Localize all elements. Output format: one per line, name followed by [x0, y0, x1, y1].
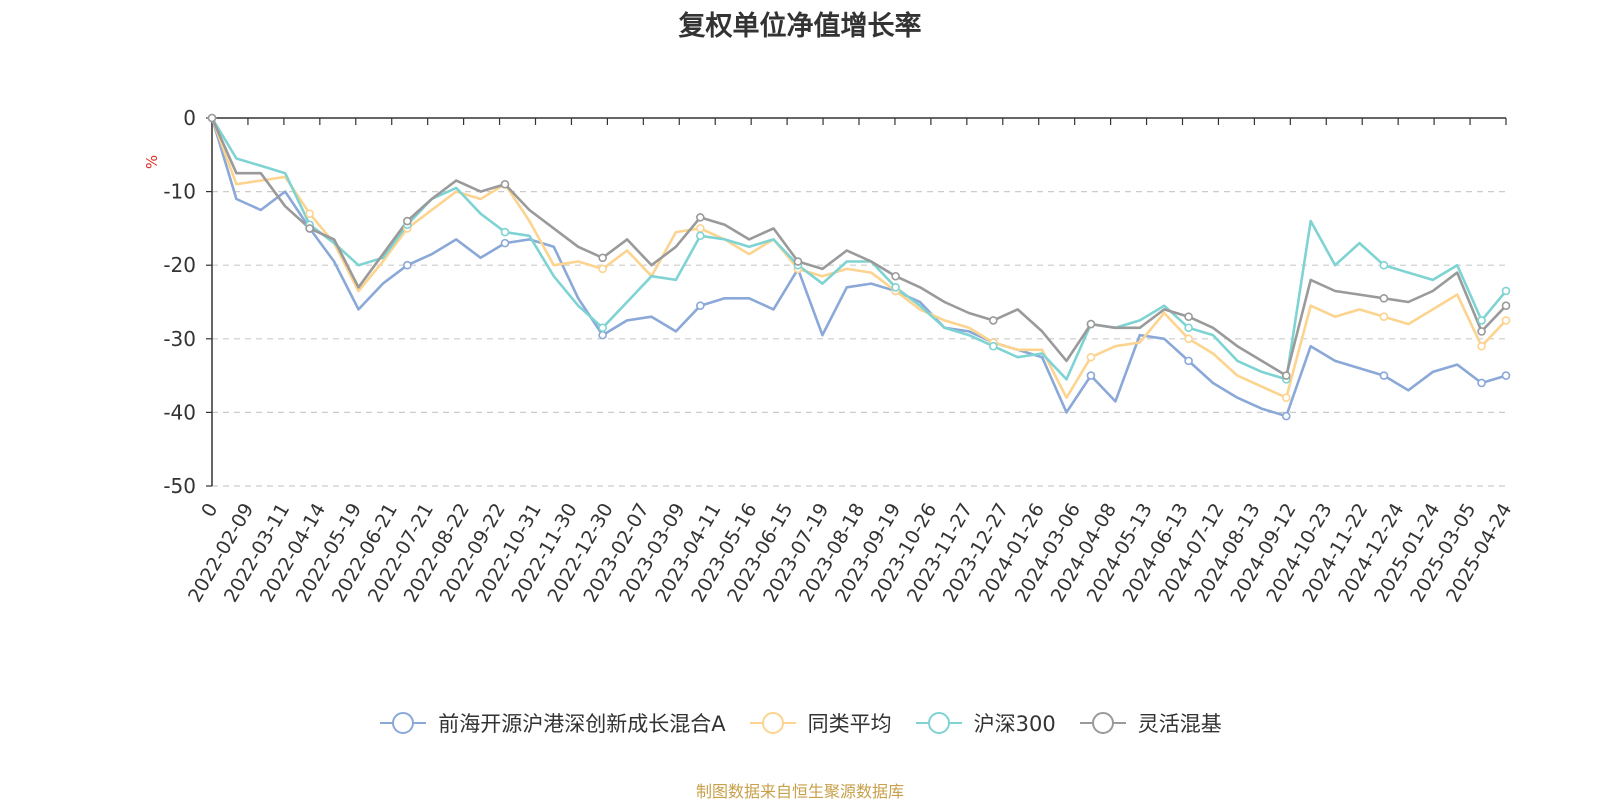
legend-swatch-icon [1079, 712, 1126, 734]
y-tick-label: -20 [163, 253, 196, 277]
series-point [598, 264, 607, 274]
series-point [891, 271, 900, 281]
series-point [696, 231, 705, 241]
series-point [207, 113, 217, 123]
y-tick-label: -40 [163, 400, 196, 424]
series-point [500, 179, 510, 189]
x-tick-label: 0 [197, 500, 222, 521]
y-tick-label: 0 [183, 106, 196, 130]
series-point [1281, 371, 1291, 380]
series-point [1086, 352, 1096, 362]
series-point [598, 330, 607, 340]
series-point [1379, 371, 1389, 380]
series-point [988, 316, 998, 325]
series-point [1477, 327, 1486, 336]
series-point [1477, 316, 1486, 325]
chart-title: 复权单位净值增长率 [678, 11, 922, 42]
series-point [1379, 312, 1389, 322]
series-point [1281, 411, 1291, 421]
series-point [988, 341, 998, 351]
series-point [1501, 286, 1511, 296]
series-line [210, 117, 1508, 381]
series-point [1184, 312, 1193, 322]
legend-item[interactable]: 沪深300 [914, 708, 1056, 738]
series-line [210, 117, 1507, 418]
series-point [403, 216, 412, 226]
series-point [500, 227, 510, 237]
y-tick-label: -10 [163, 180, 196, 204]
legend-label: 同类平均 [807, 712, 892, 736]
legend-item[interactable]: 灵活混基 [1078, 708, 1222, 738]
legend-label: 灵活混基 [1137, 712, 1222, 736]
series-line [210, 117, 1507, 377]
data-source-note: 制图数据来自恒生聚源数据库 [695, 782, 904, 801]
legend-swatch-icon [915, 712, 962, 734]
series-point [1501, 316, 1511, 325]
series-point [696, 224, 705, 233]
legend-item[interactable]: 同类平均 [748, 708, 892, 738]
series-point [793, 257, 803, 266]
series-point [305, 209, 314, 218]
series-point [598, 323, 607, 333]
axes: 0-10-20-30-40-5002022-02-092022-03-11202… [163, 106, 1516, 606]
series-point [1477, 378, 1486, 388]
series-markers [207, 113, 1511, 421]
series-point [500, 238, 510, 248]
chart-legend: 前海开源沪港深创新成长混合A 同类平均 沪深300 灵活混基 [0, 708, 1600, 738]
series-point [305, 224, 314, 233]
series-line [210, 117, 1507, 399]
legend-item[interactable]: 前海开源沪港深创新成长混合A [378, 708, 726, 738]
series-point [1477, 341, 1486, 351]
series-point [1086, 319, 1096, 329]
series-point [1281, 393, 1291, 402]
series-point [1379, 260, 1389, 270]
series-point [696, 213, 705, 222]
series-point [1184, 334, 1193, 344]
y-axis-unit-label: % [143, 155, 161, 169]
series-point [1379, 294, 1389, 303]
line-chart: 0-10-20-30-40-5002022-02-092022-03-11202… [143, 106, 1516, 606]
series-point [1086, 371, 1096, 380]
series-point [1184, 356, 1193, 366]
series-point [1501, 371, 1511, 380]
legend-swatch-icon [380, 712, 427, 734]
series-point [696, 301, 705, 310]
y-tick-label: -50 [163, 474, 196, 498]
series-point [891, 282, 900, 292]
series-point [403, 260, 412, 270]
grid-lines [212, 191, 1506, 487]
series-lines [210, 117, 1508, 418]
y-tick-label: -30 [163, 327, 196, 351]
series-point [1184, 323, 1193, 333]
legend-swatch-icon [749, 712, 796, 734]
series-point [598, 253, 607, 263]
legend-label: 前海开源沪港深创新成长混合A [438, 712, 726, 736]
series-point [1501, 301, 1511, 310]
legend-label: 沪深300 [973, 712, 1056, 736]
